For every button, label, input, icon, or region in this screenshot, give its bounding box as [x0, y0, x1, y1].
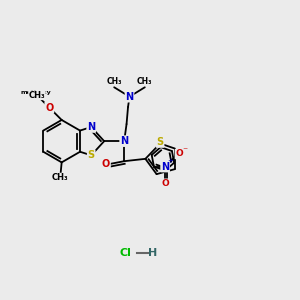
Text: ⁻: ⁻	[182, 146, 187, 156]
Text: O: O	[176, 149, 183, 158]
Text: methoxy: methoxy	[20, 90, 51, 95]
Text: Cl: Cl	[119, 248, 131, 258]
Text: CH₃: CH₃	[28, 91, 45, 100]
Text: S: S	[88, 150, 95, 160]
Text: N: N	[125, 92, 134, 102]
Text: N: N	[161, 162, 169, 172]
Text: H: H	[148, 248, 158, 258]
Text: CH₃: CH₃	[106, 77, 122, 86]
Text: +: +	[167, 158, 173, 164]
Text: S: S	[157, 137, 164, 147]
Text: CH₃: CH₃	[52, 173, 68, 182]
Text: N: N	[120, 136, 128, 146]
Text: N: N	[87, 122, 95, 132]
Text: O: O	[45, 103, 53, 112]
Text: O: O	[161, 179, 169, 188]
Text: O: O	[102, 159, 110, 169]
Text: CH₃: CH₃	[137, 77, 153, 86]
